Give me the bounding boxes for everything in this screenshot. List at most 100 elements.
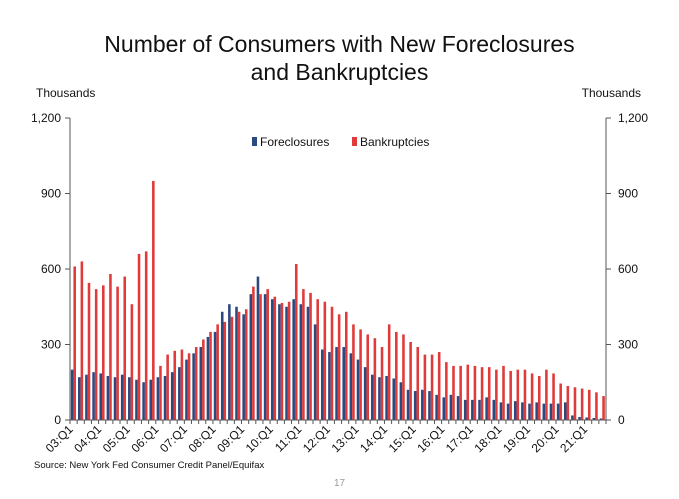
x-tick-label: 20:Q1	[529, 422, 562, 455]
foreclosures-bar	[135, 379, 138, 420]
foreclosures-bar	[256, 276, 260, 420]
y-tick-label-left: 0	[54, 413, 61, 427]
foreclosures-bar	[571, 415, 574, 420]
bankruptcies-bar	[509, 370, 512, 420]
foreclosures-bar	[585, 417, 588, 420]
foreclosures-bar	[349, 353, 353, 420]
x-tick-label: 07:Q1	[157, 422, 190, 455]
bankruptcies-bar	[116, 286, 119, 420]
foreclosures-bar	[242, 314, 245, 420]
bankruptcies-bar	[273, 296, 277, 420]
y-axis-right-unit-label: Thousands	[581, 86, 641, 100]
bankruptcies-bar	[530, 373, 534, 420]
foreclosures-bar	[213, 331, 217, 420]
bankruptcies-bar	[94, 289, 98, 420]
bankruptcies-bar	[466, 364, 470, 420]
bankruptcies-bar	[352, 324, 355, 420]
x-tick-label: 21:Q1	[557, 422, 590, 455]
bankruptcies-bar	[337, 314, 341, 420]
foreclosures-bar	[471, 399, 474, 420]
foreclosures-bar	[192, 353, 195, 420]
bankruptcies-bar	[259, 294, 262, 420]
foreclosures-bar	[528, 403, 531, 420]
foreclosures-bar	[278, 304, 281, 420]
bankruptcies-bar	[252, 286, 255, 420]
foreclosures-bar	[113, 377, 117, 420]
bankruptcies-bar	[409, 341, 412, 420]
legend-label-bankruptcies: Bankruptcies	[360, 135, 429, 149]
bankruptcies-bar	[580, 388, 584, 420]
bankruptcies-bar	[209, 331, 212, 420]
bankruptcies-bar	[309, 292, 312, 420]
bankruptcies-bar	[230, 316, 234, 420]
bankruptcies-bar	[330, 306, 334, 420]
x-tick-label: 13:Q1	[329, 422, 362, 455]
y-tick-label-right: 0	[618, 413, 625, 427]
bankruptcies-bar	[152, 180, 155, 420]
bankruptcies-bar	[159, 365, 162, 420]
foreclosures-bar	[599, 418, 603, 420]
foreclosures-bar	[435, 394, 438, 420]
foreclosures-bar	[442, 397, 446, 420]
foreclosures-bar	[399, 382, 403, 420]
foreclosures-bar	[456, 396, 460, 420]
foreclosures-bar	[563, 402, 567, 420]
bankruptcies-bar	[495, 369, 498, 420]
foreclosures-bar	[78, 377, 81, 420]
source-note: Source: New York Fed Consumer Credit Pan…	[34, 460, 265, 471]
foreclosures-bar	[199, 347, 203, 420]
x-tick-label: 15:Q1	[386, 422, 419, 455]
foreclosures-bar	[206, 336, 210, 420]
y-tick-label-right: 300	[618, 338, 638, 352]
bankruptcies-bar	[173, 350, 177, 420]
bankruptcies-bar	[366, 334, 370, 420]
bankruptcies-bar	[437, 352, 441, 420]
bankruptcies-bar	[552, 373, 555, 420]
bankruptcies-bar	[244, 309, 248, 420]
bankruptcies-bar	[102, 285, 105, 420]
foreclosures-bar	[492, 399, 496, 420]
foreclosures-bar	[478, 399, 481, 420]
x-tick-label: 17:Q1	[443, 422, 476, 455]
bankruptcies-bar	[445, 362, 448, 420]
foreclosures-bar	[406, 389, 410, 420]
bankruptcies-bar	[452, 365, 455, 420]
bankruptcies-bar	[287, 301, 291, 420]
foreclosures-bar	[178, 367, 181, 420]
bankruptcies-bar	[545, 369, 548, 420]
bankruptcies-bar	[345, 311, 348, 420]
bankruptcies-bar	[202, 339, 205, 420]
foreclosures-bar	[485, 397, 488, 420]
foreclosures-bar	[142, 382, 145, 420]
foreclosures-bar	[92, 372, 95, 420]
foreclosures-bar	[185, 359, 188, 420]
bankruptcies-bar	[516, 369, 520, 420]
foreclosures-bar	[99, 373, 103, 420]
foreclosures-bar	[521, 402, 524, 420]
bankruptcies-bar	[302, 289, 305, 420]
bankruptcies-bar	[109, 274, 112, 420]
x-tick-label: 09:Q1	[214, 422, 247, 455]
foreclosures-bar	[70, 369, 74, 420]
bankruptcies-bar	[294, 263, 298, 420]
x-tick-label: 16:Q1	[414, 422, 447, 455]
x-tick-label: 04:Q1	[71, 422, 104, 455]
x-tick-label: 05:Q1	[100, 422, 133, 455]
x-tick-label: 18:Q1	[471, 422, 504, 455]
foreclosures-bar	[235, 306, 238, 420]
bankruptcies-bar	[459, 365, 462, 420]
bankruptcies-bar	[487, 367, 491, 420]
foreclosures-bar	[313, 324, 317, 420]
foreclosures-bar	[120, 374, 124, 420]
x-tick-label: 14:Q1	[357, 422, 390, 455]
bankruptcies-bar	[423, 354, 427, 420]
y-axis-left-unit-label: Thousands	[36, 86, 96, 100]
bankruptcies-bar	[187, 353, 191, 420]
bankruptcies-bar	[387, 324, 391, 420]
foreclosures-bar	[328, 352, 331, 420]
bankruptcies-bar	[323, 301, 327, 420]
bankruptcies-bar	[166, 354, 169, 420]
bankruptcies-bar	[395, 331, 398, 420]
chart-marks	[70, 180, 605, 421]
